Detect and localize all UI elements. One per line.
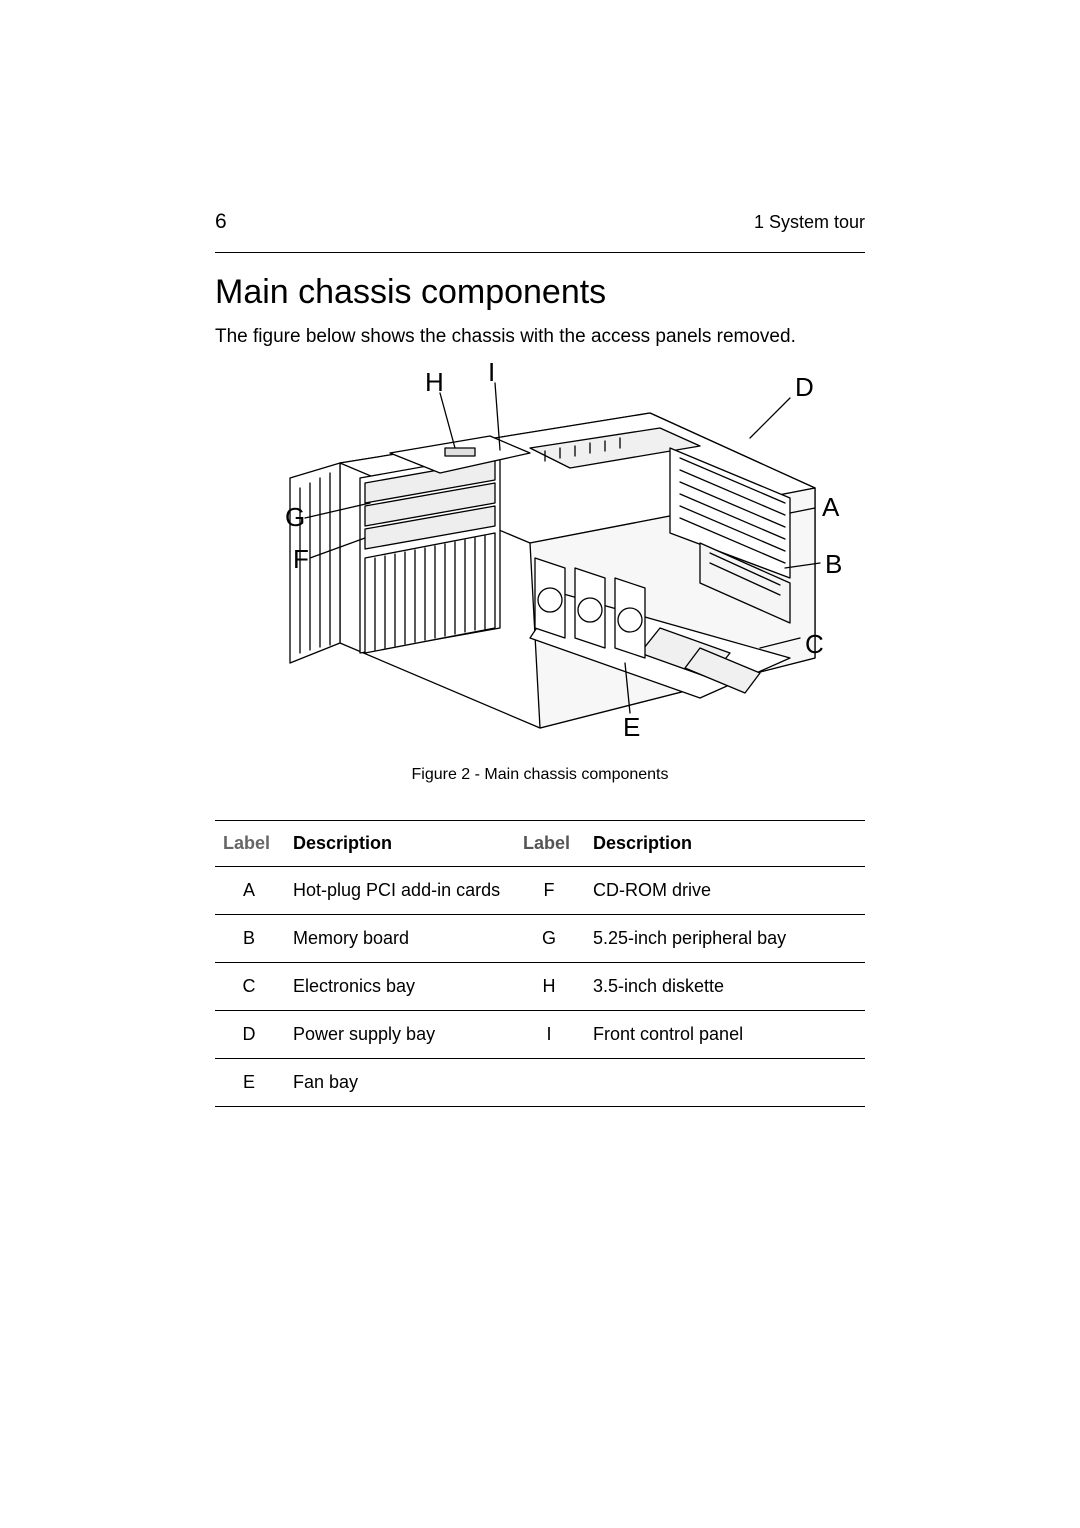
- diagram-label-e: E: [623, 712, 640, 742]
- cell-desc: Electronics bay: [285, 963, 515, 1011]
- th-label-2: Label: [515, 821, 585, 867]
- th-desc-1: Description: [285, 821, 515, 867]
- cell-desc: Fan bay: [285, 1059, 515, 1107]
- figure-caption: Figure 2 - Main chassis components: [215, 766, 865, 784]
- cell-desc: 3.5-inch diskette: [585, 963, 865, 1011]
- cell-desc: Front control panel: [585, 1011, 865, 1059]
- cell-desc: Power supply bay: [285, 1011, 515, 1059]
- diagram-label-i: I: [488, 358, 495, 387]
- table-row: C Electronics bay H 3.5-inch diskette: [215, 963, 865, 1011]
- cell-desc: [585, 1059, 865, 1107]
- cell-label: G: [515, 915, 585, 963]
- th-desc-2: Description: [585, 821, 865, 867]
- table-body: A Hot-plug PCI add-in cards F CD-ROM dri…: [215, 867, 865, 1107]
- diagram-label-c: C: [805, 629, 824, 659]
- diagram-label-a: A: [822, 492, 840, 522]
- table-row: B Memory board G 5.25-inch peripheral ba…: [215, 915, 865, 963]
- cell-label: E: [215, 1059, 285, 1107]
- page-title: Main chassis components: [215, 273, 865, 312]
- table-row: A Hot-plug PCI add-in cards F CD-ROM dri…: [215, 867, 865, 915]
- cell-label: A: [215, 867, 285, 915]
- diagram-label-h: H: [425, 367, 444, 397]
- page-number: 6: [215, 210, 227, 234]
- cell-desc: 5.25-inch peripheral bay: [585, 915, 865, 963]
- table-row: D Power supply bay I Front control panel: [215, 1011, 865, 1059]
- intro-text: The figure below shows the chassis with …: [215, 326, 865, 348]
- section-label: 1 System tour: [754, 212, 865, 233]
- chassis-diagram: D A B C E F G H I: [230, 358, 850, 748]
- diagram-label-f: F: [293, 544, 309, 574]
- figure: D A B C E F G H I Figure 2 - Main chassi…: [215, 358, 865, 784]
- cell-desc: CD-ROM drive: [585, 867, 865, 915]
- cell-desc: Memory board: [285, 915, 515, 963]
- cell-label: [515, 1059, 585, 1107]
- cell-label: D: [215, 1011, 285, 1059]
- table-row: E Fan bay: [215, 1059, 865, 1107]
- diagram-label-d: D: [795, 372, 814, 402]
- cell-label: C: [215, 963, 285, 1011]
- cell-label: B: [215, 915, 285, 963]
- header-rule: [215, 252, 865, 253]
- page-header: 6 1 System tour: [215, 210, 865, 234]
- cell-label: H: [515, 963, 585, 1011]
- diagram-label-g: G: [285, 502, 305, 532]
- components-table: Label Description Label Description A Ho…: [215, 820, 865, 1107]
- table-header-row: Label Description Label Description: [215, 821, 865, 867]
- th-label-1: Label: [215, 821, 285, 867]
- cell-label: I: [515, 1011, 585, 1059]
- cell-label: F: [515, 867, 585, 915]
- cell-desc: Hot-plug PCI add-in cards: [285, 867, 515, 915]
- diagram-label-b: B: [825, 549, 842, 579]
